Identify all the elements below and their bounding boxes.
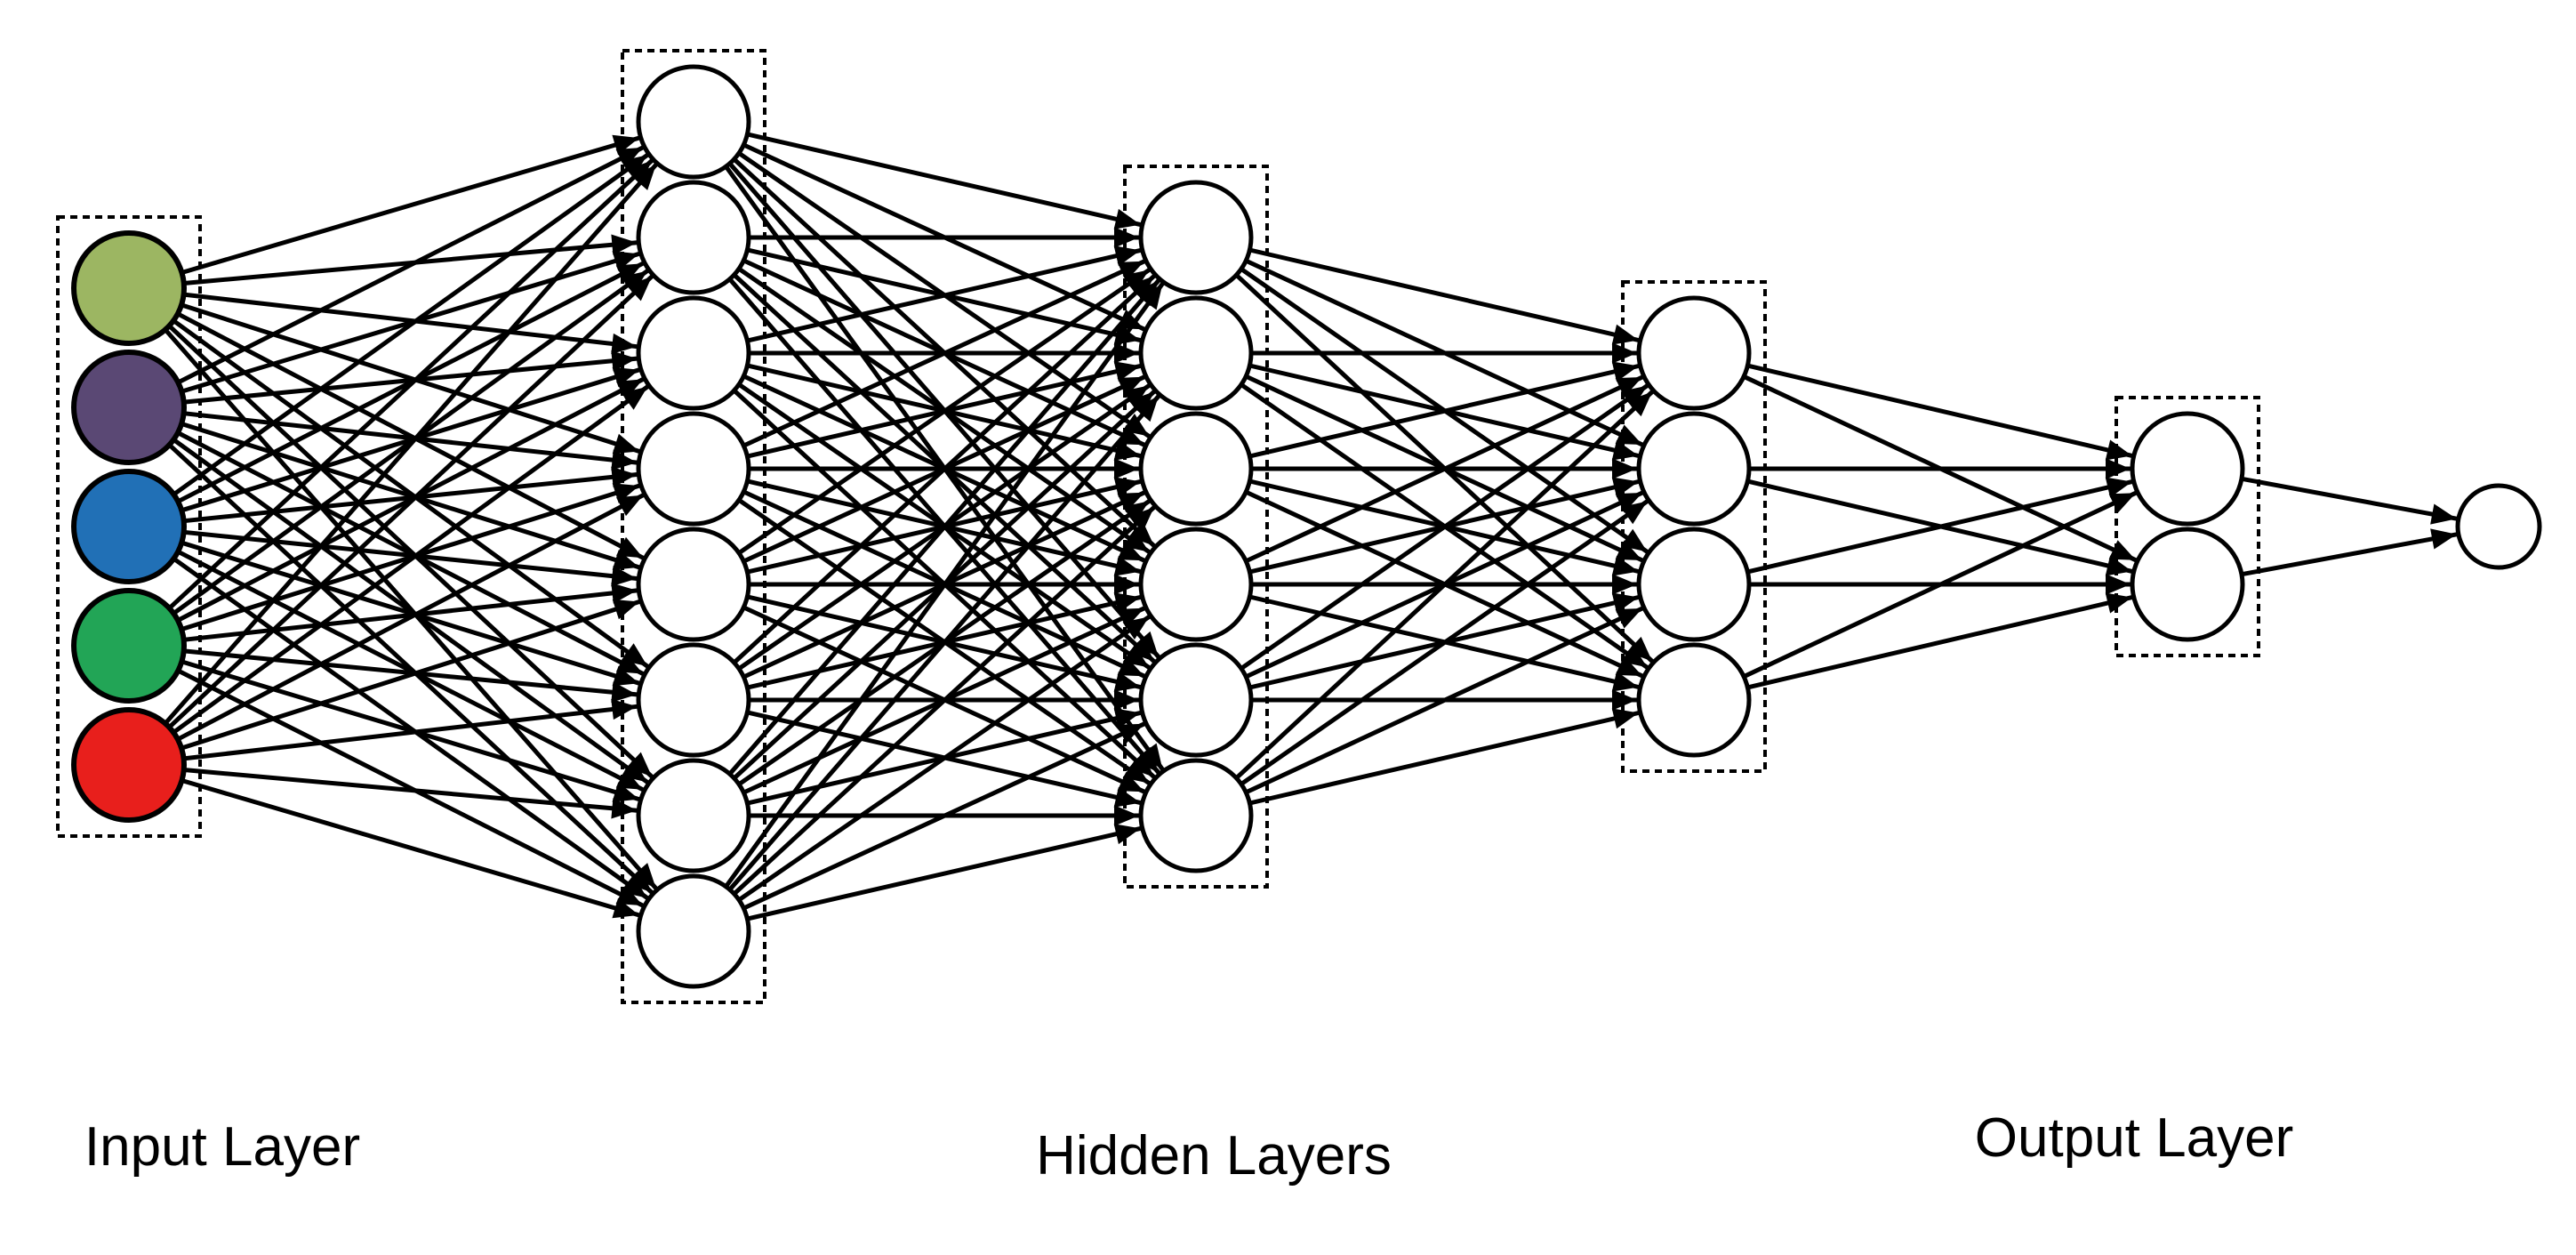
output-node-1 [2132,529,2243,640]
edge [2242,479,2457,519]
hidden2-node-1 [1141,298,1251,408]
hidden3-node-3 [1639,645,1749,755]
label-input: Input Layer [84,1116,360,1178]
hidden3-node-0 [1639,298,1749,408]
edge [1747,598,2131,688]
hidden1-node-6 [638,760,749,871]
edge [739,616,1149,899]
edge [1249,250,1638,341]
input-node-3 [74,591,184,701]
edge [182,138,639,272]
edge [1249,713,1638,804]
hidden2-node-4 [1141,645,1251,755]
hidden1-node-0 [638,67,749,177]
input-node-1 [74,352,184,463]
hidden1-node-4 [638,529,749,640]
hidden2-node-0 [1141,182,1251,293]
hidden1-node-2 [638,298,749,408]
label-hidden2: Hidden Layers [1036,1125,1392,1187]
hidden3-node-1 [1639,414,1749,524]
hidden1-node-5 [638,645,749,755]
hidden2-node-3 [1141,529,1251,640]
edge [1747,366,2131,455]
edge [2242,535,2457,575]
input-node-0 [74,233,184,343]
hidden2-node-2 [1141,414,1251,524]
edge [170,161,653,608]
edge [1241,502,1648,784]
edges-group [165,134,2457,919]
hidden1-node-1 [638,182,749,293]
input-node-4 [74,710,184,820]
hidden1-node-3 [638,414,749,524]
layer-boxes-group [58,51,2259,1002]
edge [747,134,1140,225]
neural-network-diagram: Input Layer Hidden Layers Output Layer [0,0,2576,1255]
edge [747,828,1140,919]
hidden2-node-5 [1141,760,1251,871]
nodes-group [74,67,2540,986]
label-output: Output Layer [1975,1107,2293,1169]
labels-group: Input Layer Hidden Layers Output Layer [84,1107,2293,1187]
edge [182,781,639,915]
hidden1-node-7 [638,876,749,986]
output-node-0 [2132,414,2243,524]
final-node-0 [2458,486,2540,567]
edge [169,277,652,728]
hidden3-node-2 [1639,529,1749,640]
input-node-2 [74,471,184,582]
